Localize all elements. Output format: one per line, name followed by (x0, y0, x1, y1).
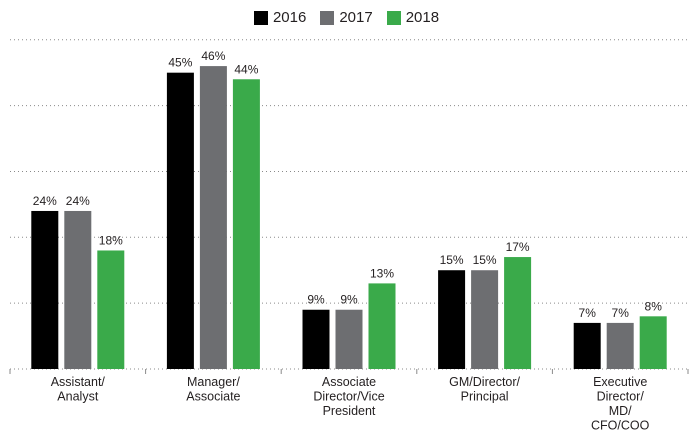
value-label: 44% (234, 62, 258, 76)
bar-2016-0 (31, 210, 59, 369)
value-label: 17% (506, 240, 530, 254)
legend-swatch-2016 (253, 10, 268, 25)
value-label: 13% (370, 266, 394, 280)
value-label: 8% (645, 299, 663, 313)
bar-2017-0 (64, 210, 92, 369)
legend-swatch-2017 (320, 10, 335, 25)
value-label: 45% (168, 56, 192, 70)
category-label: Executive Director/MD/CFO/COO (591, 375, 650, 433)
bar-2016-1 (166, 72, 194, 369)
value-label: 46% (201, 49, 225, 63)
value-label: 24% (66, 194, 90, 208)
value-label: 18% (99, 233, 123, 247)
bar-2017-4 (606, 322, 634, 369)
bar-2018-2 (368, 283, 396, 369)
category-label: Assistant/Analyst (51, 375, 106, 404)
value-labels: 24% 24% 18% 45% 46% 44% 9% 9% 13% 15% 15% 17% 7% 7% 8% (33, 49, 662, 320)
chart-legend: 2016 2017 2018 (0, 9, 693, 26)
bar-2018-0 (97, 250, 125, 369)
bars (31, 66, 667, 370)
bar-2016-4 (573, 322, 601, 369)
legend-item-2018: 2018 (386, 9, 440, 26)
bar-2016-2 (302, 309, 330, 369)
bar-2017-2 (335, 309, 363, 369)
value-label: 9% (340, 293, 358, 307)
value-label: 9% (307, 293, 325, 307)
legend-item-2017: 2017 (320, 9, 373, 26)
bar-2018-3 (504, 257, 532, 369)
value-label: 7% (579, 306, 597, 320)
value-label: 15% (473, 253, 497, 267)
bar-2017-3 (471, 270, 499, 369)
value-label: 15% (440, 253, 464, 267)
category-labels: Assistant/Analyst Manager/Associate Associ… (51, 375, 650, 433)
bar-2016-3 (438, 270, 466, 369)
bar-2017-1 (199, 66, 227, 370)
category-label: Associate Director/Vice President (313, 375, 384, 418)
value-label: 7% (612, 306, 630, 320)
value-label: 24% (33, 194, 57, 208)
category-label: GM/Director/Principal (449, 375, 520, 404)
legend-swatch-2018 (386, 10, 401, 25)
bar-2018-1 (232, 79, 260, 369)
legend-label-2018: 2018 (405, 9, 440, 26)
legend-label-2017: 2017 (339, 9, 373, 26)
legend-label-2016: 2016 (272, 9, 307, 26)
bar-2018-4 (639, 316, 667, 369)
legend-item-2016: 2016 (253, 9, 307, 26)
category-label: Manager/Associate (186, 375, 240, 404)
